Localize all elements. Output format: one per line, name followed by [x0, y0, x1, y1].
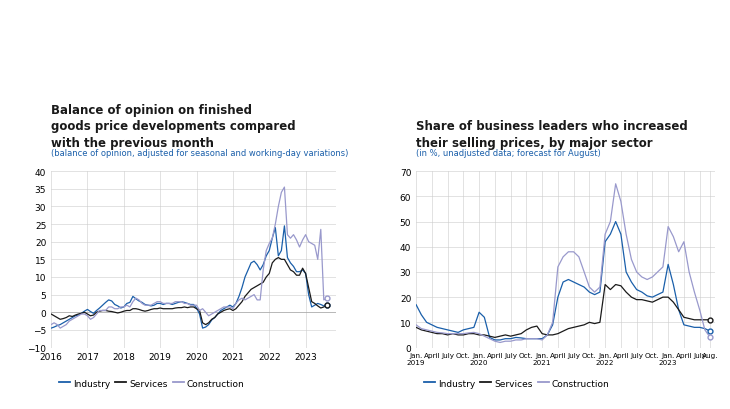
Text: (balance of opinion, adjusted for seasonal and working-day variations): (balance of opinion, adjusted for season… [51, 148, 348, 157]
Legend: Industry, Services, Construction: Industry, Services, Construction [55, 375, 247, 391]
Legend: Industry, Services, Construction: Industry, Services, Construction [420, 375, 612, 391]
Text: (in %, unadjusted data; forecast for August): (in %, unadjusted data; forecast for Aug… [416, 148, 601, 157]
Text: Share of business leaders who increased
their selling prices, by major sector: Share of business leaders who increased … [416, 120, 688, 149]
Text: Balance of opinion on finished
goods price developments compared
with the previo: Balance of opinion on finished goods pri… [51, 103, 296, 149]
